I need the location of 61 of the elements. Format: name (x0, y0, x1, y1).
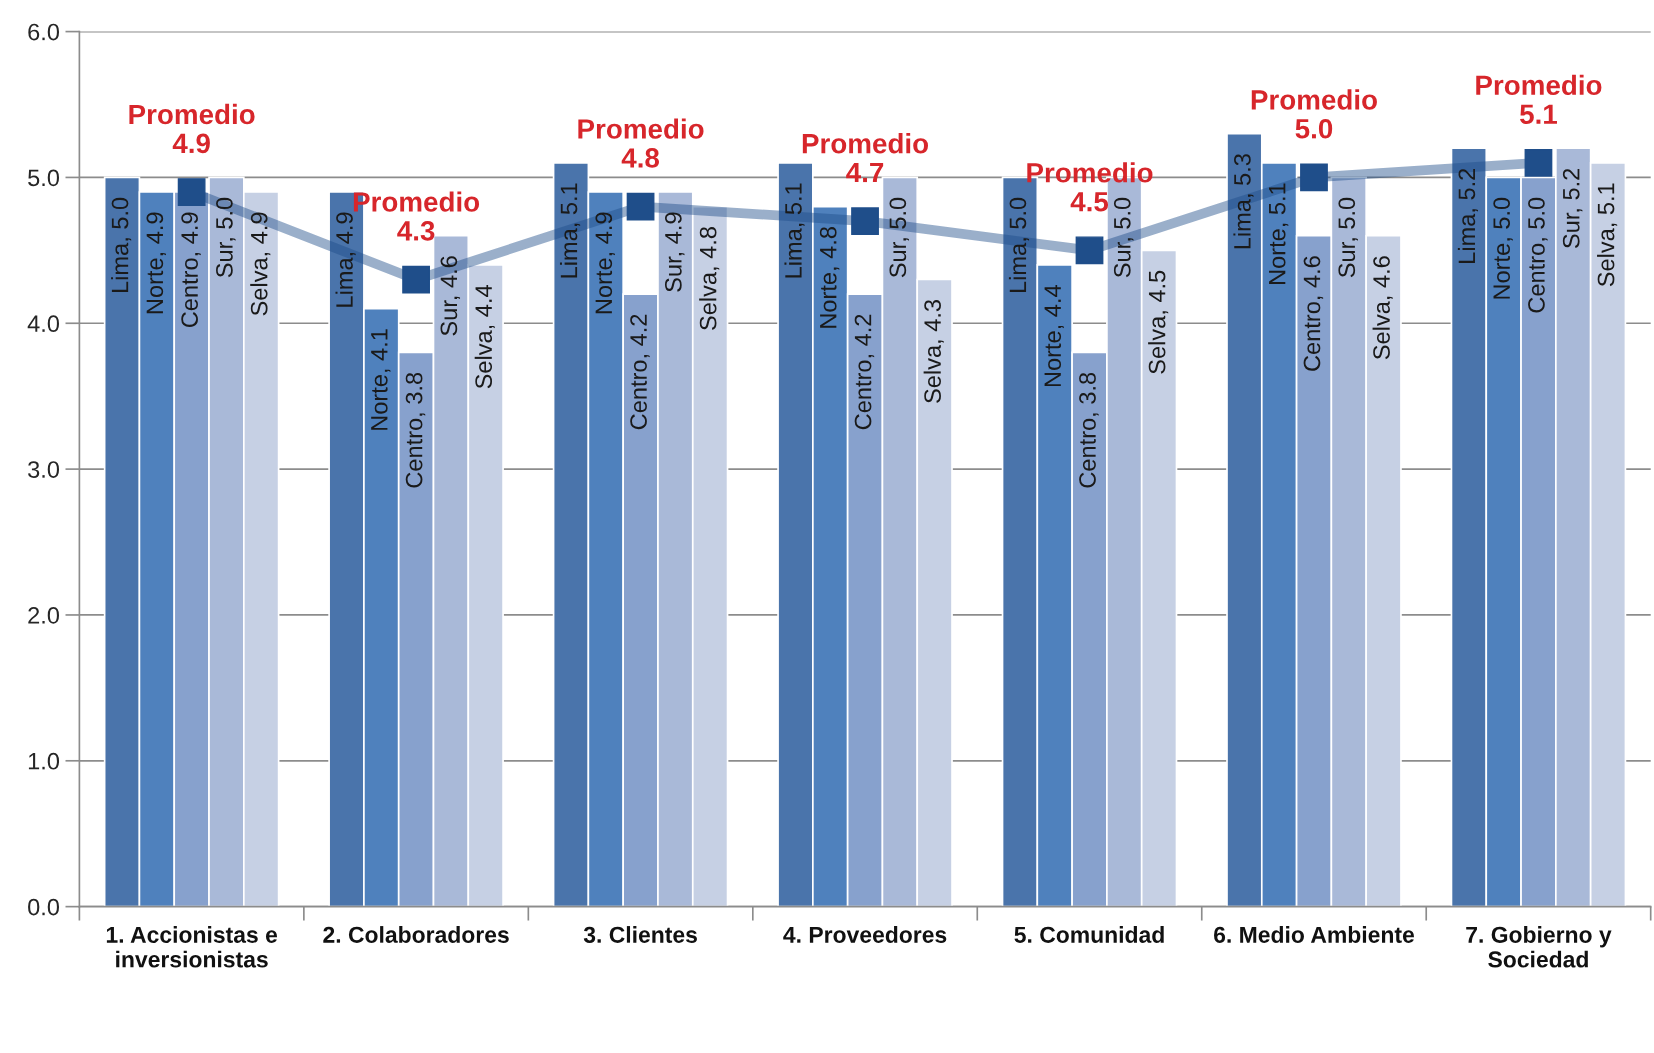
x-tick-label: 6. Medio Ambiente (1214, 926, 1415, 943)
data-label: Lima, 5.2 (1457, 168, 1478, 263)
data-label: Centro, 3.8 (405, 372, 426, 488)
point (626, 192, 655, 221)
point (851, 207, 879, 236)
data-label: Centro, 5.0 (1528, 197, 1548, 313)
data-label: Norte, 4.9 (595, 212, 615, 314)
x-tick-label: 3. Clientes (583, 926, 697, 943)
point (402, 265, 430, 294)
x-tick-label: 1. Accionistas e inversionistas (106, 926, 278, 968)
data-label: Centro, 4.2 (630, 314, 650, 430)
data-label: Centro, 4.6 (1303, 256, 1324, 371)
data-label: Sur, 5.2 (1562, 168, 1583, 249)
data-label: Promedio 5.1 (1476, 74, 1602, 125)
data-label: Selva, 4.6 (1372, 256, 1393, 360)
x-tick-label: 7. Gobierno y Sociedad (1466, 926, 1612, 968)
x-tick-label: 4. Proveedores (783, 926, 947, 943)
data-label: Promedio 4.7 (802, 133, 929, 183)
y-tick-label: 3.0 (28, 461, 60, 478)
data-label: Sur, 4.6 (440, 256, 461, 336)
data-label: Selva, 4.9 (250, 212, 271, 316)
data-label: Norte, 4.1 (371, 329, 391, 430)
data-label: Promedio 4.8 (578, 118, 704, 168)
point (177, 178, 206, 206)
y-tick-label: 2.0 (28, 607, 60, 624)
data-label: Selva, 4.3 (923, 300, 944, 403)
data-label: Norte, 5.1 (1269, 183, 1289, 285)
data-label: Lima, 5.3 (1233, 154, 1254, 249)
data-label: Norte, 4.8 (819, 227, 840, 328)
data-label: Norte, 5.0 (1493, 197, 1513, 299)
data-label: Lima, 4.9 (335, 212, 356, 307)
data-label: Norte, 4.9 (146, 212, 166, 314)
x-tick-label: 2. Colaboradores (323, 926, 509, 943)
data-label: Promedio 5.0 (1251, 89, 1377, 139)
data-label: Norte, 4.4 (1044, 285, 1064, 387)
data-label: Centro, 4.9 (181, 212, 201, 328)
data-label: Sur, 4.9 (664, 212, 685, 292)
data-label: Sur, 5.0 (216, 197, 236, 278)
data-label: Lima, 5.0 (111, 197, 132, 293)
data-label: Sur, 5.0 (1338, 197, 1358, 278)
y-tick-label: 5.0 (28, 169, 60, 187)
point (1075, 236, 1104, 265)
data-label: Selva, 4.8 (699, 227, 720, 330)
data-label: Lima, 5.0 (1008, 197, 1030, 293)
y-tick-label: 1.0 (28, 752, 60, 770)
point (1524, 148, 1553, 177)
data-label: Promedio 4.9 (129, 103, 255, 154)
data-label: Lima, 5.1 (784, 183, 805, 278)
y-tick-label: 0.0 (28, 898, 60, 916)
data-label: Sur, 5.0 (1113, 197, 1134, 278)
data-label: Centro, 3.8 (1079, 372, 1099, 488)
y-tick-label: 4.0 (27, 315, 60, 333)
y-tick-label: 6.0 (28, 23, 60, 41)
data-label: Sur, 5.0 (889, 197, 909, 278)
data-label: Selva, 5.1 (1597, 183, 1618, 287)
data-label: Selva, 4.5 (1148, 270, 1169, 374)
data-label: Lima, 5.1 (559, 183, 581, 278)
point (1300, 163, 1328, 192)
data-label: Centro, 4.2 (854, 314, 875, 430)
data-label: Selva, 4.4 (474, 285, 495, 389)
x-tick-label: 5. Comunidad (1014, 926, 1164, 943)
